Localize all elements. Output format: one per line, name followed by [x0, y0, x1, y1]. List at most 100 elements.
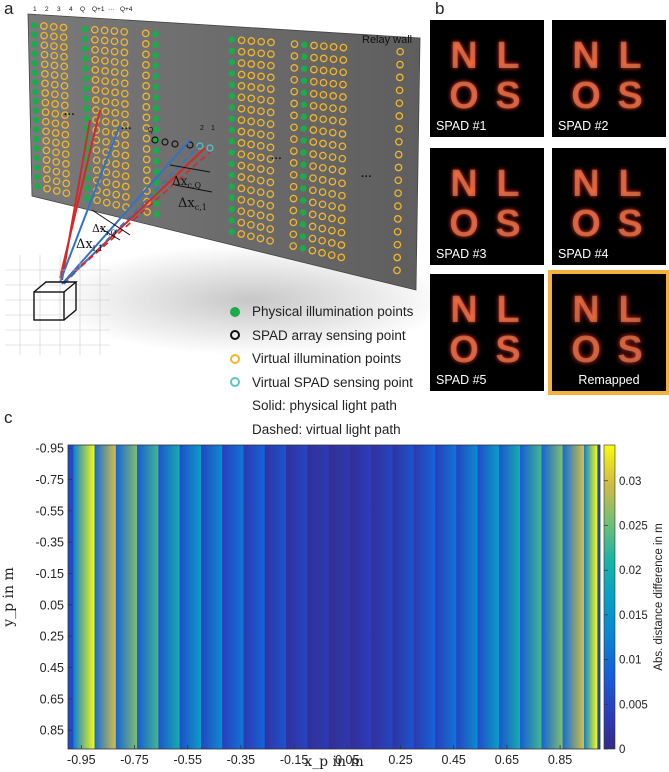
virtual-illumination-point — [100, 36, 109, 45]
virtual-illumination-point — [61, 140, 70, 149]
virtual-illumination-point — [308, 234, 317, 243]
physical-illumination-point — [228, 217, 235, 224]
virtual-spad-sensing-point — [196, 142, 204, 150]
virtual-illumination-point — [50, 80, 59, 89]
virtual-illumination-point — [142, 155, 151, 164]
heatmap-column — [328, 445, 350, 749]
virtual-illumination-point — [394, 202, 402, 210]
virtual-illumination-point — [92, 156, 101, 165]
spad-sensing-point — [171, 140, 179, 148]
image-letter: N — [450, 163, 477, 205]
image-letter: N — [572, 35, 599, 77]
heatmap-column — [222, 445, 244, 749]
ellipsis-label: ··· — [121, 123, 132, 135]
virtual-illumination-point — [50, 71, 59, 79]
thumbnail-label: SPAD #2 — [558, 119, 609, 133]
virtual-illumination-point — [142, 113, 151, 122]
physical-illumination-point — [82, 75, 89, 82]
virtual-illumination-point — [256, 211, 265, 220]
distance-difference-heatmap: -0.95 -0.75 -0.55 -0.35 -0.15 0.05 0.25 0.45 0.6… — [1, 442, 665, 770]
virtual-illumination-point — [256, 199, 265, 208]
virtual-illumination-point — [247, 60, 256, 68]
virtual-illumination-point — [266, 178, 275, 187]
image-letter: S — [617, 75, 642, 117]
virtual-illumination-point — [237, 127, 246, 136]
column-label: 1 — [33, 6, 37, 13]
virtual-illumination-point — [247, 220, 255, 229]
physical-illumination-point — [228, 138, 236, 145]
heatmap-column — [307, 445, 329, 749]
physical-illumination-point — [33, 164, 41, 171]
heatmap-column — [541, 445, 563, 749]
virtual-illumination-point — [257, 37, 266, 46]
spad-sensing-point — [151, 136, 159, 144]
physical-illumination-point — [228, 228, 235, 236]
virtual-illumination-point — [237, 195, 246, 204]
virtual-illumination-point — [318, 224, 327, 233]
virtual-illumination-point — [41, 79, 49, 88]
image-letter: L — [618, 35, 641, 77]
virtual-illumination-point — [393, 253, 402, 262]
virtual-illumination-point — [60, 72, 69, 81]
virtual-illumination-point — [338, 117, 347, 126]
virtual-illumination-point — [247, 174, 255, 183]
virtual-illumination-point — [328, 141, 337, 149]
virtual-illumination-point — [289, 206, 298, 215]
virtual-illumination-point — [328, 190, 337, 198]
virtual-illumination-point — [266, 85, 275, 93]
image-letter-core: L — [618, 289, 641, 331]
physical-illumination-point — [31, 50, 38, 58]
virtual-illumination-point — [143, 208, 151, 216]
virtual-illumination-point — [237, 150, 246, 159]
virtual-illumination-point — [257, 107, 265, 116]
virtual-illumination-point — [50, 32, 58, 41]
virtual-illumination-point — [337, 241, 346, 249]
virtual-illumination-point — [256, 165, 265, 173]
virtual-illumination-point — [50, 42, 58, 50]
virtual-illumination-point — [51, 119, 60, 128]
virtual-illumination-point — [247, 117, 256, 126]
virtual-illumination-point — [237, 218, 246, 227]
virtual-illumination-point — [327, 239, 336, 247]
virtual-illumination-point — [290, 123, 298, 132]
virtual-illumination-point — [142, 166, 151, 174]
colorbar-tick-label: 0.03 — [619, 476, 641, 488]
virtual-illumination-point — [110, 47, 119, 56]
virtual-illumination-point — [247, 71, 256, 80]
image-letter: O — [449, 203, 479, 245]
virtual-illumination-point — [290, 52, 299, 60]
virtual-illumination-point — [393, 215, 402, 223]
physical-illumination-point — [153, 211, 160, 218]
virtual-illumination-point — [247, 140, 255, 149]
virtual-illumination-point — [237, 93, 246, 102]
virtual-illumination-point — [59, 33, 68, 42]
virtual-illumination-point — [52, 167, 61, 176]
virtual-illumination-point — [319, 66, 328, 75]
virtual-illumination-point — [101, 117, 110, 126]
point-labels: Q 2 1 ··· ··· ··· ··· — [64, 109, 372, 183]
virtual-illumination-point — [101, 77, 110, 85]
virtual-illumination-point — [337, 216, 346, 225]
virtual-illumination-point — [112, 190, 121, 199]
physical-illumination-point — [299, 245, 307, 252]
image-letter-core: S — [617, 75, 642, 117]
heatmap-column — [562, 445, 585, 749]
virtual-illumination-point — [112, 200, 121, 209]
virtual-illumination-point — [247, 94, 256, 103]
virtual-illumination-point — [143, 176, 151, 185]
colorbar-tick-label: 0.01 — [619, 655, 641, 667]
virtual-illumination-point — [141, 40, 150, 48]
virtual-illumination-point — [394, 189, 402, 198]
physical-illumination-point — [300, 77, 308, 84]
physical-illumination-point — [228, 58, 236, 66]
image-letter: L — [618, 163, 641, 205]
virtual-illumination-point — [266, 131, 275, 140]
virtual-illumination-point — [237, 207, 246, 216]
sensing-point-label: Q — [148, 127, 154, 134]
heatmap-column — [158, 445, 180, 749]
virtual-illumination-point — [339, 56, 348, 64]
virtual-illumination-point — [309, 186, 317, 195]
light-paths — [59, 109, 213, 285]
column-labels: 1 2 3 4 Q Q+1 ··· Q+4 — [33, 6, 133, 13]
virtual-illumination-point — [52, 177, 61, 186]
